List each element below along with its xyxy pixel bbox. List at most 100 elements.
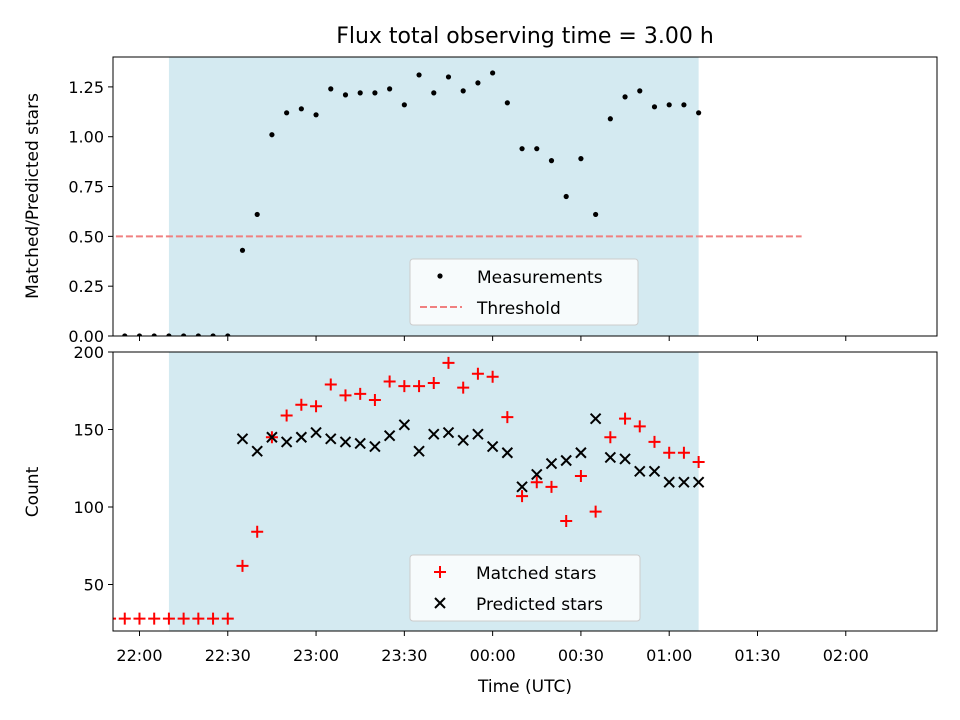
measurement-point: [210, 333, 216, 336]
top-plot-marks: [113, 70, 802, 336]
measurement-point: [681, 102, 687, 108]
measurement-point: [181, 333, 187, 336]
matched-star-point: [324, 378, 337, 391]
measurement-point: [269, 132, 275, 138]
measurement-point: [372, 90, 378, 96]
top-y-tick-label: 0.75: [68, 178, 104, 197]
matched-star-point: [663, 446, 676, 459]
measurement-point: [328, 86, 334, 92]
matched-star-point: [295, 398, 308, 411]
matched-star-point: [368, 394, 381, 407]
matched-star-point: [162, 612, 175, 625]
matched-star-point: [413, 380, 426, 393]
predicted-star-point: [589, 412, 602, 425]
predicted-star-point: [575, 447, 587, 459]
matched-star-point: [545, 480, 558, 493]
predicted-star-point: [663, 476, 675, 488]
top-legend: Measurements Threshold: [409, 258, 639, 326]
matched-star-point: [530, 476, 543, 489]
matched-star-point: [457, 381, 470, 394]
matched-star-point: [516, 490, 529, 503]
measurement-point: [195, 333, 201, 336]
predicted-star-point: [413, 445, 425, 457]
matched-star-point: [118, 612, 131, 625]
predicted-star-point: [354, 437, 366, 450]
matched-star-point: [692, 456, 705, 469]
measurement-point: [401, 102, 407, 108]
measurement-point: [136, 333, 143, 336]
x-tick-label: 00:00: [470, 646, 516, 665]
measurement-point: [284, 110, 290, 116]
measurement-point: [519, 146, 525, 152]
bottom-y-axis-label: Count: [23, 466, 43, 517]
x-tick-label: 23:30: [381, 646, 427, 665]
predicted-star-point: [619, 453, 631, 465]
predicted-star-point: [310, 426, 322, 439]
bottom-legend: Matched stars Predicted stars: [409, 554, 641, 622]
measurement-point: [225, 333, 231, 336]
matched-legend-marker: [434, 566, 446, 578]
measurement-point: [578, 156, 584, 162]
bottom-panel: 50 100 150 200 22:00 22:30 23:00 23:30 00:00 00:…: [23, 343, 938, 697]
predicted-star-point: [678, 476, 690, 488]
top-y-axis-label: Matched/Predicted stars: [23, 93, 43, 299]
matched-star-point: [471, 367, 484, 380]
x-tick-label: 01:30: [734, 646, 780, 665]
predicted-star-point: [295, 431, 308, 443]
measurement-point: [593, 211, 599, 218]
matched-star-point: [383, 375, 396, 388]
matched-star-point: [148, 612, 161, 625]
matched-star-point: [192, 612, 205, 625]
predicted-star-point: [236, 433, 249, 445]
measurement-point: [651, 104, 658, 110]
bottom-plot-marks: [75, 356, 705, 625]
bottom-legend-label-predicted: Predicted stars: [476, 595, 603, 615]
matched-star-point: [427, 377, 440, 389]
measurement-point: [666, 102, 672, 108]
predicted-star-point: [648, 465, 661, 478]
bottom-y-tick-label: 100: [73, 498, 104, 517]
matched-star-point: [251, 525, 264, 538]
measurement-point: [504, 100, 510, 106]
predicted-star-point: [251, 445, 263, 457]
predicted-star-point: [604, 451, 617, 464]
figure-title: Flux total observing time = 3.00 h: [336, 24, 714, 49]
measurement-point: [490, 70, 496, 76]
matched-star-point: [310, 400, 323, 413]
measurement-point: [239, 247, 246, 253]
measurement-point: [416, 72, 422, 78]
top-legend-label-measurements: Measurements: [477, 268, 603, 288]
top-legend-box: [409, 258, 639, 326]
top-y-tick-label: 0.50: [68, 227, 104, 246]
predicted-star-point: [280, 436, 293, 448]
predicted-star-point: [428, 428, 440, 440]
predicted-star-point: [383, 429, 396, 442]
predicted-star-point: [486, 440, 499, 453]
measurement-point: [475, 80, 481, 86]
bottom-legend-label-matched: Matched stars: [476, 564, 596, 584]
matched-star-point: [89, 613, 101, 625]
measurement-point: [622, 94, 628, 100]
measurement-point: [298, 106, 304, 112]
predicted-star-point: [369, 440, 381, 453]
matched-star-point: [619, 412, 632, 425]
matched-star-point: [207, 612, 220, 625]
predicted-star-point: [531, 468, 543, 481]
top-legend-label-threshold: Threshold: [476, 299, 561, 319]
predicted-star-point: [398, 419, 411, 431]
predicted-star-point: [339, 436, 352, 448]
x-tick-label: 02:00: [823, 646, 869, 665]
measurements-legend-marker: [437, 273, 443, 279]
measurement-point: [151, 333, 157, 336]
predicted-star-point: [457, 434, 469, 447]
predicted-star-point: [472, 428, 484, 440]
matched-star-point: [560, 514, 573, 527]
predicted-star-point: [442, 426, 455, 439]
matched-star-point: [75, 613, 87, 625]
matched-star-point: [133, 612, 146, 625]
measurement-point: [122, 333, 128, 336]
predicted-star-point: [501, 447, 514, 459]
predicted-star-point: [545, 457, 558, 470]
x-tick-label: 22:00: [116, 646, 162, 665]
